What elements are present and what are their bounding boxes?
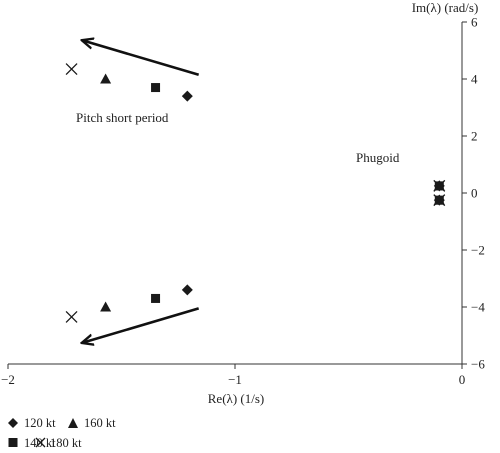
legend-label-160kt: 160 kt <box>84 416 116 430</box>
trend-arrow <box>83 307 200 342</box>
legend: 120 kt 160 kt 140 kt 180 kt <box>8 416 116 450</box>
legend-item-180kt: 180 kt <box>35 436 82 450</box>
legend-triangle-marker <box>68 418 78 428</box>
trend-arrows <box>83 41 200 343</box>
y-tick-label: −6 <box>471 357 485 372</box>
x-ticks: −2 −1 0 <box>1 364 465 387</box>
trend-arrow <box>83 41 200 76</box>
data-point-180kt <box>65 311 78 323</box>
y-tick-label: −2 <box>471 243 485 258</box>
x-tick-label: 0 <box>459 372 466 387</box>
y-ticks: 6 4 2 0 −2 −4 −6 <box>462 15 485 372</box>
x-axis-title: Re(λ) (1/s) <box>208 391 264 406</box>
legend-label-120kt: 120 kt <box>24 416 56 430</box>
legend-item-160kt: 160 kt <box>68 416 116 430</box>
data-point-160kt <box>100 301 112 312</box>
y-tick-label: 6 <box>471 15 478 30</box>
data-point-120kt <box>181 90 193 102</box>
annotation-pitch-short-period: Pitch short period <box>76 110 169 125</box>
legend-item-120kt: 120 kt <box>8 416 56 430</box>
annotation-phugoid: Phugoid <box>356 150 400 165</box>
legend-diamond-marker <box>8 418 18 428</box>
y-tick-label: 2 <box>471 129 478 144</box>
y-axis-title: Im(λ) (rad/s) <box>412 0 479 15</box>
data-point-160kt <box>100 73 112 84</box>
legend-x-marker <box>35 437 46 448</box>
data-point-120kt <box>181 284 193 296</box>
x-tick-label: −2 <box>1 372 15 387</box>
y-tick-label: 4 <box>471 72 478 87</box>
legend-label-180kt: 180 kt <box>50 436 82 450</box>
y-tick-label: 0 <box>471 186 478 201</box>
y-tick-label: −4 <box>471 300 485 315</box>
legend-square-marker <box>8 438 18 447</box>
data-point-140kt <box>151 83 161 93</box>
data-point-140kt <box>151 293 161 303</box>
data-markers <box>65 63 446 323</box>
data-point-180kt <box>433 194 446 207</box>
x-tick-label: −1 <box>228 372 242 387</box>
legend-item-140kt: 140 kt <box>8 436 56 450</box>
data-point-180kt <box>65 63 78 75</box>
data-point-180kt <box>433 179 446 192</box>
